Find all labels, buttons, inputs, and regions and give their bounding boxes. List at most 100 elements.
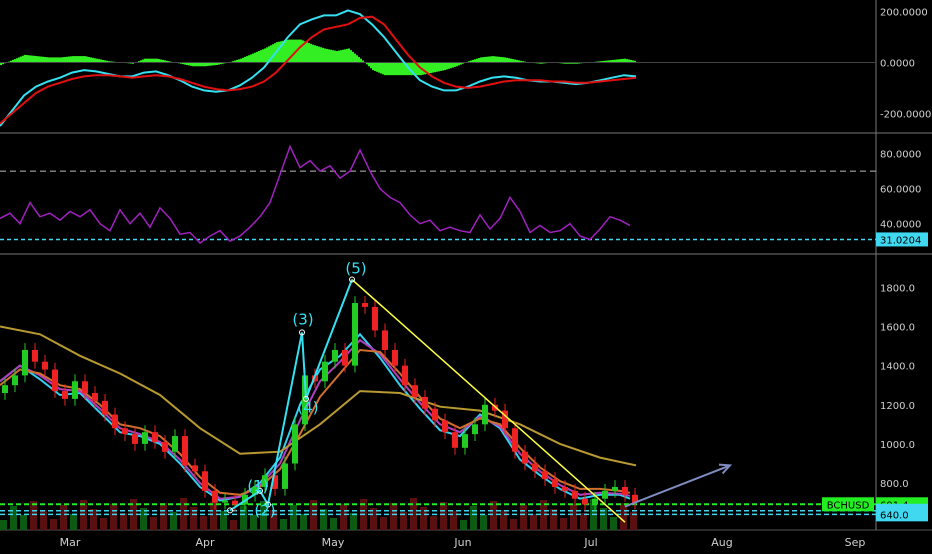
macd-histogram-bar [60,57,62,62]
macd-histogram-bar [292,40,294,63]
macd-histogram-bar [478,58,480,62]
macd-histogram-bar [400,62,402,75]
macd-histogram-bar [284,40,286,62]
volume-bar [460,520,467,530]
macd-histogram-bar [298,40,300,63]
macd-histogram-bar [58,57,60,62]
macd-histogram-bar [248,55,250,62]
volume-bar [20,515,27,530]
volume-bar [240,506,247,530]
volume-bar [520,505,527,530]
macd-histogram-bar [200,62,202,66]
macd-histogram-bar [190,62,192,65]
macd-histogram-bar [378,62,380,72]
macd-histogram-bar [260,50,262,62]
macd-histogram-bar [266,47,268,62]
volume-bar [500,510,507,530]
macd-histogram-bar [44,57,46,63]
candle-body [512,428,518,451]
macd-histogram-bar [372,62,374,70]
macd-histogram-bar [204,62,206,66]
macd-histogram-bar [48,57,50,62]
volume-bar [610,517,617,530]
macd-histogram-bar [450,62,452,68]
macd-histogram-bar [34,56,36,63]
macd-histogram-bar [332,50,334,62]
macd-histogram-bar [76,56,78,62]
candle-body [322,362,328,382]
candle-body [162,442,168,452]
macd-histogram-bar [506,58,508,63]
macd-histogram-bar [492,56,494,62]
macd-histogram-bar [480,57,482,62]
macd-histogram-bar [498,57,500,63]
candle-body [42,362,48,370]
candle-body [542,471,548,479]
candle-body [182,436,188,465]
volume-bar [380,517,387,530]
price-tick-label: 800.0 [880,479,909,490]
time-axis-label: Jun [453,536,471,549]
macd-histogram-bar [46,57,48,62]
macd-histogram-bar [68,57,70,63]
macd-histogram-bar [306,42,308,62]
candle-body [112,415,118,429]
macd-histogram-bar [66,57,68,63]
candle-body [592,499,598,505]
macd-histogram-bar [324,48,326,62]
macd-histogram-bar [338,51,340,63]
macd-histogram-bar [206,62,208,66]
macd-histogram-bar [376,62,378,71]
volume-bar [390,503,397,530]
macd-histogram-bar [94,58,96,62]
macd-histogram-bar [18,57,20,62]
macd-histogram-bar [98,59,100,62]
macd-tick-label: 0.0000 [880,58,915,69]
macd-histogram-bar [144,59,146,63]
candle-body [422,397,428,409]
candle-body [332,350,338,362]
macd-histogram-bar [430,62,432,73]
candle-body [232,501,238,505]
macd-histogram-bar [320,47,322,62]
volume-bar [570,504,577,530]
macd-histogram-bar [508,58,510,62]
macd-histogram-bar [36,56,38,62]
price-tick-label: 1800.0 [880,283,915,294]
macd-histogram-bar [52,57,54,62]
volume-bar [10,506,17,530]
wave-label: (5) [345,260,366,278]
volume-bar [440,502,447,530]
volume-bar [160,503,167,530]
macd-histogram-bar [626,59,628,62]
macd-histogram-bar [446,62,448,69]
macd-histogram-bar [192,62,194,66]
time-axis-label: Mar [60,536,81,549]
macd-histogram-bar [432,62,434,72]
candle-body [442,420,448,432]
candle-body [52,370,58,392]
wave-label: (4) [297,399,318,417]
macd-histogram-bar [262,49,264,62]
macd-histogram-bar [96,59,98,63]
macd-histogram-bar [482,57,484,62]
macd-histogram-bar [512,59,514,62]
candle-body [552,479,558,487]
macd-histogram-bar [90,57,92,62]
macd-histogram-bar [62,57,64,62]
candle-body [612,487,618,491]
volume-bar [480,515,487,530]
volume-bar [510,519,517,530]
macd-histogram-bar [484,57,486,63]
candle-body [372,307,378,330]
macd-histogram-bar [208,62,210,65]
candle-body [22,350,28,375]
macd-histogram-bar [258,51,260,62]
macd-histogram-bar [272,44,274,62]
macd-histogram-bar [196,62,198,66]
time-axis-label: Sep [845,536,866,549]
macd-histogram-bar [502,57,504,62]
macd-histogram-bar [346,49,348,63]
macd-histogram-bar [244,57,246,63]
macd-histogram-bar [312,45,314,63]
